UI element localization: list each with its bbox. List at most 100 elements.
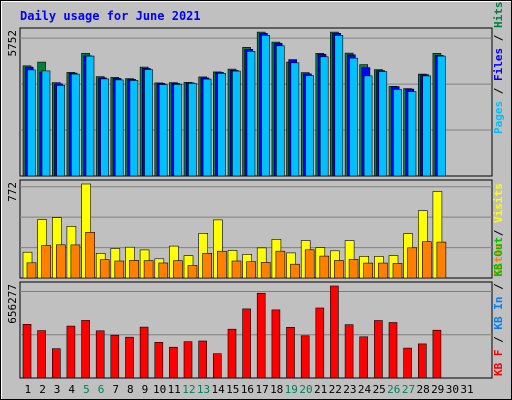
bar-pages-day-13 xyxy=(202,78,212,177)
x-tick-label-day-21: 21 xyxy=(314,383,327,396)
x-tick-label-day-5: 5 xyxy=(83,383,90,396)
bar-pages-day-21 xyxy=(319,56,329,177)
legend-visits-label: Visits xyxy=(492,183,505,223)
chart-title: Daily usage for June 2021 xyxy=(20,9,201,23)
bar-kb-f-day-8 xyxy=(125,336,134,379)
x-tick-label-day-11: 11 xyxy=(168,383,181,396)
x-tick-label-day-24: 24 xyxy=(358,383,372,396)
bar-sites-day-8 xyxy=(129,259,139,279)
bar-pages-day-3 xyxy=(56,85,66,177)
bar-sites-day-20 xyxy=(304,249,315,279)
panel-hits: 5752 Pages / Files / Hits xyxy=(6,2,505,177)
x-tick-label-day-10: 10 xyxy=(153,383,166,396)
bar-kb-f-day-27 xyxy=(403,347,412,379)
bar-kb-f-day-13 xyxy=(198,340,207,379)
x-tick-label-day-13: 13 xyxy=(197,383,210,396)
x-tick-label-day-18: 18 xyxy=(270,383,283,396)
bar-sites-day-11 xyxy=(173,260,183,279)
legend-sep-2: / xyxy=(492,28,505,48)
bar-pages-day-10 xyxy=(158,84,168,177)
bar-sites-day-1 xyxy=(26,262,37,279)
legend-hits-label: Hits xyxy=(492,2,505,29)
bar-kb-f-day-2 xyxy=(37,330,46,379)
bar-kb-f-day-28 xyxy=(417,343,427,379)
bar-sites-day-22 xyxy=(334,260,344,279)
x-tick-label-day-20: 20 xyxy=(299,383,312,396)
bar-pages-day-22 xyxy=(334,34,344,177)
bar-pages-day-7 xyxy=(114,79,124,177)
bar-kb-f-day-1 xyxy=(22,323,32,379)
bar-kb-f-day-7 xyxy=(110,334,120,379)
bar-sites-day-14 xyxy=(217,250,227,279)
ymax-label-kbytes: 656277 xyxy=(6,284,19,324)
bar-sites-day-25 xyxy=(378,262,388,279)
bar-kb-f-day-26 xyxy=(388,322,398,379)
bar-sites-day-28 xyxy=(421,241,432,279)
x-tick-label-day-23: 23 xyxy=(343,383,356,396)
x-axis-day-labels: 1 2 3 4 5 6 7 8 9 10 11 12 13 14 15 16 17 18 19 20 21 22 23 24 2… xyxy=(24,383,473,396)
legend-sep-3: / xyxy=(492,223,505,243)
bar-sites-day-27 xyxy=(407,247,417,279)
bar-sites-day-18 xyxy=(275,250,286,279)
x-tick-label-day-27: 27 xyxy=(402,383,415,396)
bar-sites-day-9 xyxy=(143,260,154,279)
x-tick-label-day-12: 12 xyxy=(182,383,195,396)
x-tick-label-day-29: 29 xyxy=(431,383,444,396)
x-tick-label-day-2: 2 xyxy=(39,383,46,396)
bar-sites-day-29 xyxy=(436,241,447,279)
bar-pages-day-12 xyxy=(188,83,197,177)
bar-pages-day-24 xyxy=(363,75,373,177)
bar-kb-f-day-16 xyxy=(242,308,251,379)
bar-pages-day-20 xyxy=(305,75,314,177)
ymax-label-hits: 5752 xyxy=(6,30,19,57)
x-tick-label-day-3: 3 xyxy=(54,383,61,396)
bar-pages-day-28 xyxy=(422,75,432,177)
bar-pages-day-4 xyxy=(71,73,80,177)
bar-sites-day-19 xyxy=(290,263,300,279)
bar-kb-f-day-29 xyxy=(432,329,442,379)
legend-hits: Pages / Files / Hits xyxy=(492,2,505,135)
bevel-top-left xyxy=(1,1,511,2)
panel-kbytes: 656277 KB F / KB In / KB Out xyxy=(6,237,505,379)
bar-sites-day-4 xyxy=(70,244,81,279)
bar-kb-f-day-6 xyxy=(95,330,105,379)
bar-kb-f-day-19 xyxy=(286,326,295,379)
bar-kb-f-day-4 xyxy=(66,325,76,379)
bar-kb-f-day-14 xyxy=(213,353,222,379)
bar-pages-day-19 xyxy=(290,62,300,177)
bars-kbytes xyxy=(22,285,442,379)
bar-kb-f-day-18 xyxy=(271,309,281,379)
bar-sites-day-2 xyxy=(41,245,51,279)
bar-pages-day-14 xyxy=(217,73,226,177)
bar-sites-day-10 xyxy=(158,262,169,279)
bar-kb-f-day-20 xyxy=(300,335,310,379)
bar-pages-day-29 xyxy=(436,55,446,177)
bar-pages-day-17 xyxy=(261,34,270,177)
legend-sites: Sites xyxy=(492,243,505,276)
x-tick-label-day-19: 19 xyxy=(285,383,298,396)
x-tick-label-day-25: 25 xyxy=(373,383,386,396)
legend-files: Files xyxy=(492,48,505,81)
bar-pages-day-8 xyxy=(129,80,139,177)
bar-sites-day-23 xyxy=(348,259,359,279)
bar-pages-day-26 xyxy=(393,89,402,177)
bar-kb-f-day-21 xyxy=(315,307,325,379)
bars-hits xyxy=(22,31,446,177)
bar-sites-day-5 xyxy=(85,232,95,279)
bar-pages-day-1 xyxy=(27,69,36,177)
bar-sites-day-24 xyxy=(363,262,374,279)
bar-pages-day-27 xyxy=(407,91,417,177)
legend-sep-4: / xyxy=(492,330,505,350)
bar-sites-day-13 xyxy=(202,253,212,279)
bar-pages-day-9 xyxy=(144,69,153,177)
x-tick-label-day-8: 8 xyxy=(127,383,134,396)
bar-kb-f-day-23 xyxy=(344,324,354,379)
bar-sites-day-21 xyxy=(319,255,330,279)
x-tick-label-day-26: 26 xyxy=(387,383,400,396)
bar-sites-day-7 xyxy=(114,260,125,279)
bar-pages-day-16 xyxy=(246,50,256,177)
legend-kb-out: KB Out xyxy=(492,237,505,277)
legend-kb-in: KB In xyxy=(492,297,505,330)
legend-pages: Pages xyxy=(492,101,505,134)
